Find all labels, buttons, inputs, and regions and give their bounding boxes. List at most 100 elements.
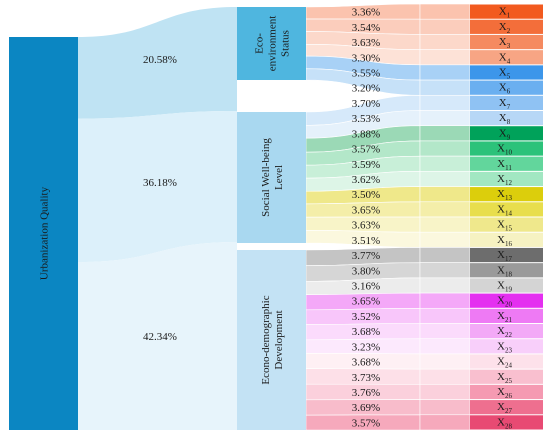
flow-root-edge-2 <box>78 118 82 263</box>
flow-channel-x1 <box>419 3 471 20</box>
indicator-weight-label: 3.20% <box>352 83 380 95</box>
indicator-node-bar <box>470 339 543 354</box>
indicator-index: 9 <box>507 133 511 141</box>
indicator-weight-label: 3.63% <box>352 37 380 49</box>
indicator-node-label: X21 <box>497 310 512 324</box>
flow-channel-x15 <box>419 216 471 233</box>
indicator-prefix: X <box>499 6 507 18</box>
indicator-weight-label: 3.77% <box>352 250 380 262</box>
indicator-node-x27: X27 <box>470 400 543 415</box>
indicator-weight-label: 3.30% <box>352 52 380 64</box>
dimension-label-line: Status <box>280 30 292 57</box>
flow-channel-x24 <box>419 353 471 370</box>
indicator-weight-label: 3.69% <box>352 402 380 414</box>
indicator-weight-label: 3.52% <box>352 311 380 323</box>
indicator-index: 16 <box>505 240 513 248</box>
flow-channel-x26 <box>419 384 471 400</box>
indicator-node-bar <box>470 156 543 171</box>
indicator-node-x6: X6 <box>470 80 543 96</box>
flow-channel-x23 <box>419 338 471 355</box>
indicator-prefix: X <box>497 386 505 398</box>
indicator-prefix: X <box>497 279 505 291</box>
dimension-node-bar <box>237 112 306 243</box>
indicator-prefix: X <box>499 36 507 48</box>
flow-channel-x2 <box>419 18 471 35</box>
indicator-node-x14: X14 <box>470 202 543 217</box>
indicator-index: 10 <box>505 149 513 157</box>
indicator-weight-label: 3.65% <box>352 296 380 308</box>
dimension-node-2: Social Well-beingLevel <box>237 112 306 243</box>
indicator-prefix: X <box>499 51 507 63</box>
flow-channel-x21 <box>419 307 471 324</box>
dimension-node-label: Social Well-beingLevel <box>260 138 285 217</box>
indicator-weight-label: 3.23% <box>352 341 380 353</box>
flow-channel-x28 <box>419 414 471 431</box>
indicator-index: 6 <box>507 88 511 96</box>
indicator-node-x25: X25 <box>470 369 543 385</box>
indicator-node-label: X14 <box>497 203 512 217</box>
dimension-node-bar <box>237 250 306 430</box>
flow-channel-x9 <box>419 125 471 142</box>
indicator-node-bar <box>470 141 543 156</box>
indicator-node-bar <box>470 232 543 247</box>
indicator-node-label: X24 <box>497 356 512 370</box>
flow-root-edge-1 <box>78 37 82 119</box>
indicator-index: 20 <box>505 301 513 309</box>
indicator-node-label: X17 <box>497 249 512 263</box>
indicator-prefix: X <box>497 249 505 261</box>
indicator-node-bar <box>470 19 543 34</box>
indicator-index: 2 <box>507 27 511 35</box>
flow-channel-x16 <box>419 231 471 248</box>
indicator-prefix: X <box>497 416 505 428</box>
indicator-node-label: X1 <box>499 6 511 20</box>
indicator-weight-label: 3.62% <box>352 174 380 186</box>
indicator-node-x22: X22 <box>470 324 543 339</box>
indicator-weight-label: 3.65% <box>352 204 380 216</box>
indicator-node-label: X10 <box>497 143 512 157</box>
indicator-prefix: X <box>497 295 505 307</box>
indicator-prefix: X <box>497 143 505 155</box>
indicator-node-bar <box>470 400 543 415</box>
dimension-label-line: Eco- <box>254 33 266 54</box>
flow-channel-x4 <box>419 49 471 66</box>
indicator-prefix: X <box>499 66 507 78</box>
root-node-label: Urbanization Quality <box>39 186 51 280</box>
indicator-node-bar <box>470 126 543 141</box>
dimension-label-line: Development <box>273 310 285 369</box>
indicator-node-bar <box>470 80 543 95</box>
indicator-node-x3: X3 <box>470 34 543 50</box>
indicator-nodes: X1X2X3X4X5X6X7X8X9X10X11X12X13X14X15X16X… <box>470 4 543 430</box>
indicator-weight-label: 3.73% <box>352 372 380 384</box>
flow-channel-x3 <box>419 34 471 50</box>
indicator-index: 27 <box>505 407 513 415</box>
indicator-node-x7: X7 <box>470 95 543 111</box>
dimension-node-3: Econo-demographicDevelopment <box>237 250 306 430</box>
indicator-weight-label: 3.59% <box>352 159 380 171</box>
indicator-weight-label: 3.76% <box>352 387 380 399</box>
dimension-share-label: 20.58% <box>143 54 177 66</box>
indicator-prefix: X <box>497 264 505 276</box>
flow-channel-x13 <box>419 186 471 203</box>
indicator-node-x5: X5 <box>470 65 543 80</box>
indicator-node-bar <box>470 247 543 263</box>
flow-channel-x20 <box>419 292 471 309</box>
indicator-node-x16: X16 <box>470 232 543 248</box>
dimension-share-labels: 20.58% 36.18% 42.34% <box>143 54 177 343</box>
dimension-to-indicator-flows <box>305 3 471 431</box>
indicator-weight-label: 3.68% <box>352 326 380 338</box>
flow-root-to-dimension-2 <box>78 111 237 263</box>
indicator-index: 4 <box>507 57 511 65</box>
flow-channel-x11 <box>419 155 471 172</box>
dimension-label-line: Level <box>273 165 285 190</box>
indicator-node-label: X26 <box>497 386 512 400</box>
flow-channel-x5 <box>419 64 471 81</box>
indicator-index: 25 <box>505 377 513 385</box>
indicator-index: 7 <box>507 103 511 111</box>
indicator-node-x19: X19 <box>470 278 543 293</box>
indicator-index: 3 <box>507 42 511 50</box>
indicator-node-bar <box>470 369 543 384</box>
dimension-label-line: Social Well-being <box>260 138 272 217</box>
dimension-node-1: Eco-environmentStatus <box>237 7 306 80</box>
flow-channel-x22 <box>419 323 471 340</box>
indicator-node-label: X19 <box>497 279 512 293</box>
